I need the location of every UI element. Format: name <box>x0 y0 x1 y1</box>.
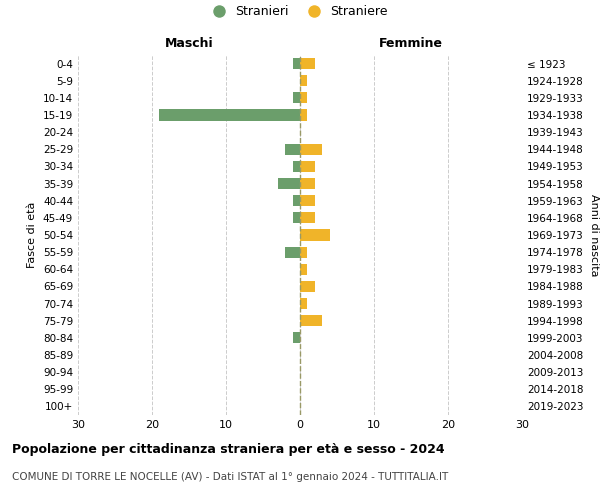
Bar <box>300 195 315 206</box>
Bar <box>293 161 300 172</box>
Legend: Stranieri, Straniere: Stranieri, Straniere <box>209 1 391 21</box>
Y-axis label: Fasce di età: Fasce di età <box>28 202 37 268</box>
Y-axis label: Anni di nascita: Anni di nascita <box>589 194 599 276</box>
Bar <box>293 195 300 206</box>
Bar <box>293 58 300 69</box>
Bar <box>285 246 300 258</box>
Bar <box>300 161 315 172</box>
Bar <box>285 144 300 155</box>
Bar <box>293 92 300 104</box>
Bar <box>300 298 307 309</box>
Bar <box>300 230 329 240</box>
Bar <box>278 178 300 189</box>
Bar <box>293 332 300 344</box>
Bar <box>300 281 315 292</box>
Text: Popolazione per cittadinanza straniera per età e sesso - 2024: Popolazione per cittadinanza straniera p… <box>12 442 445 456</box>
Bar <box>300 246 307 258</box>
Bar <box>300 315 322 326</box>
Bar <box>300 110 307 120</box>
Text: COMUNE DI TORRE LE NOCELLE (AV) - Dati ISTAT al 1° gennaio 2024 - TUTTITALIA.IT: COMUNE DI TORRE LE NOCELLE (AV) - Dati I… <box>12 472 448 482</box>
Bar <box>300 212 315 224</box>
Bar <box>293 212 300 224</box>
Bar <box>300 178 315 189</box>
Bar <box>300 75 307 86</box>
Bar <box>300 92 307 104</box>
Bar <box>160 110 300 120</box>
Bar <box>300 264 307 275</box>
Bar <box>300 144 322 155</box>
Bar <box>300 58 315 69</box>
